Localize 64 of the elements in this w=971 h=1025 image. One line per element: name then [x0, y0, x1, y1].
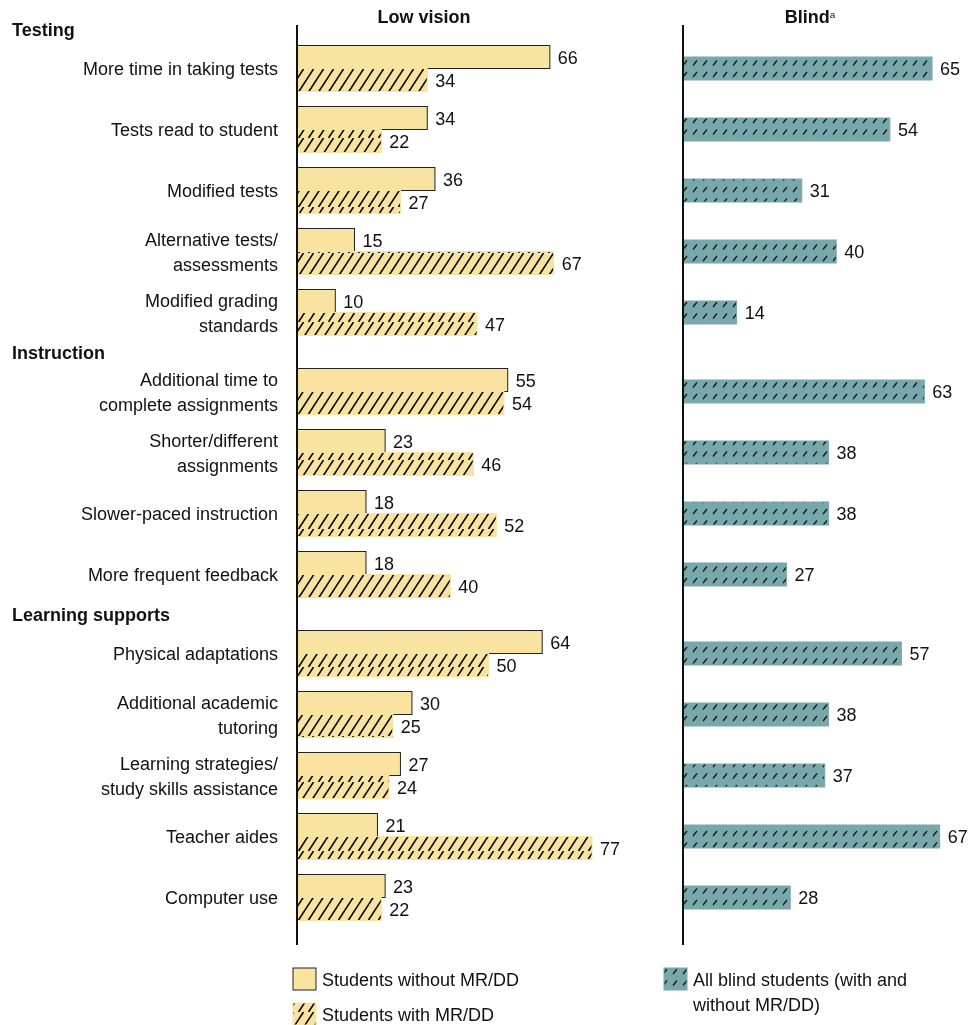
data-label: 37	[832, 766, 853, 786]
data-label: 46	[481, 454, 502, 475]
data-label: 10	[343, 291, 364, 312]
data-label: 50	[496, 655, 517, 676]
y-tick-label: More time in taking tests	[82, 59, 278, 79]
data-label: 38	[836, 443, 857, 463]
data-label: 23	[393, 431, 414, 452]
text: Learning supports	[12, 604, 171, 625]
data-label: 27	[408, 192, 429, 213]
data-label: 18	[373, 553, 394, 574]
data-label: 52	[504, 515, 525, 536]
data-label: 38	[836, 705, 857, 725]
data-label: 63	[932, 382, 953, 402]
data-label: 24	[396, 777, 417, 798]
data-label: 54	[897, 120, 918, 140]
y-tick-label: Additional time to complete assignments	[98, 369, 278, 415]
data-label: 40	[458, 576, 479, 597]
data-label: 38	[836, 504, 857, 524]
data-label: 31	[809, 181, 830, 201]
data-label: 23	[393, 876, 414, 897]
data-label: 34	[435, 70, 456, 91]
text: Testing	[12, 19, 75, 40]
data-label: 27	[794, 565, 815, 585]
legend-label: Students with MR/DD	[322, 1005, 495, 1025]
data-label: 40	[844, 242, 865, 262]
y-tick-label: Modified grading standards	[144, 290, 278, 336]
data-label: 57	[909, 644, 930, 664]
data-label: 14	[744, 303, 765, 323]
data-label: 77	[600, 838, 621, 859]
y-tick-label: Physical adaptations	[112, 644, 278, 664]
data-label: 18	[373, 492, 394, 513]
chart-title: Low vision	[377, 7, 471, 27]
data-label: 27	[408, 754, 429, 775]
y-tick-label: Learning strategies/ study skills assistance	[100, 753, 278, 799]
data-label: 25	[400, 716, 421, 737]
data-label: 28	[798, 888, 819, 908]
y-tick-label: Additional academic tutoring	[116, 692, 278, 738]
y-tick-label: More frequent feedback	[87, 565, 279, 585]
data-label: 65	[940, 59, 961, 79]
y-tick-label: Alternative tests/ assessments	[144, 229, 278, 275]
data-label: 22	[389, 899, 410, 920]
data-label: 36	[442, 169, 463, 190]
data-label: 66	[557, 47, 578, 68]
data-label: 67	[947, 827, 968, 847]
data-label: 64	[550, 632, 571, 653]
y-tick-label: Teacher aides	[165, 827, 278, 847]
legend-label: Students without MR/DD	[322, 970, 520, 990]
data-label: 55	[515, 370, 536, 391]
data-label: 54	[511, 393, 532, 414]
data-label: 22	[389, 131, 410, 152]
data-label: 67	[561, 253, 582, 274]
y-tick-label: Modified tests	[166, 181, 278, 201]
text: Instruction	[12, 342, 105, 363]
data-label: 47	[485, 314, 506, 335]
data-label: 30	[419, 693, 440, 714]
y-tick-label: Shorter/different assignments	[149, 430, 278, 476]
y-tick-label: Tests read to student	[110, 120, 278, 140]
data-label: 34	[435, 108, 456, 129]
chart-title: Blind$^{a}$	[784, 7, 836, 27]
y-tick-label: Slower-paced instruction	[80, 504, 278, 524]
legend-label: All blind students (with and without MR/DD)	[692, 970, 908, 1015]
data-label: 15	[362, 230, 383, 251]
data-label: 21	[385, 815, 406, 836]
y-tick-label: Computer use	[164, 888, 278, 908]
